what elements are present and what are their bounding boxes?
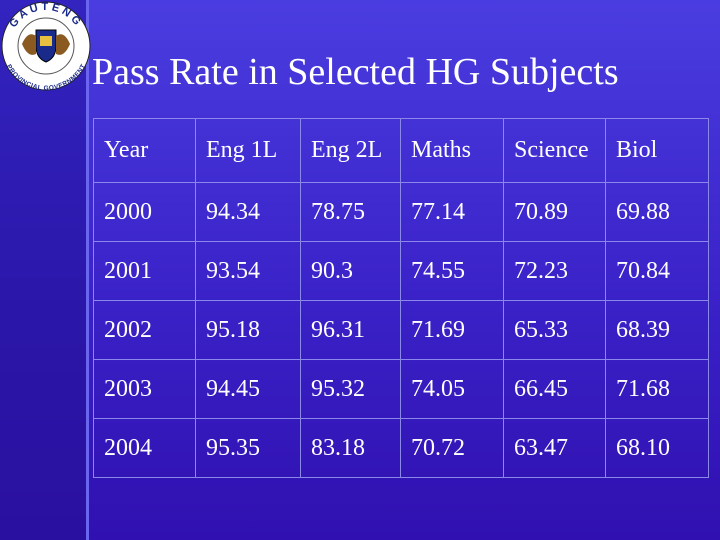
cell: 2003: [93, 359, 196, 419]
cell: 66.45: [503, 359, 606, 419]
cell: 95.32: [300, 359, 401, 419]
data-row: 2002 95.18 96.31 71.69 65.33 68.39: [93, 300, 709, 360]
cell: 77.14: [400, 182, 504, 242]
cell: 70.89: [503, 182, 606, 242]
slide-title: Pass Rate in Selected HG Subjects: [92, 51, 619, 93]
cell: 74.05: [400, 359, 504, 419]
pass-rate-table: Year Eng 1L Eng 2L Maths Science Biol 2000 94.3…: [93, 118, 709, 478]
cell: 2004: [93, 418, 196, 478]
cell: 90.3: [300, 241, 401, 301]
cell: 71.68: [605, 359, 709, 419]
cell: 71.69: [400, 300, 504, 360]
header-cell: Eng 2L: [300, 118, 401, 183]
header-cell: Maths: [400, 118, 504, 183]
header-cell: Eng 1L: [195, 118, 301, 183]
cell: 2001: [93, 241, 196, 301]
cell: 95.35: [195, 418, 301, 478]
cell: 93.54: [195, 241, 301, 301]
cell: 70.72: [400, 418, 504, 478]
header-cell: Year: [93, 118, 196, 183]
data-row: 2004 95.35 83.18 70.72 63.47 68.10: [93, 418, 709, 478]
cell: 63.47: [503, 418, 606, 478]
data-row: 2003 94.45 95.32 74.05 66.45 71.68: [93, 359, 709, 419]
cell: 83.18: [300, 418, 401, 478]
cell: 2002: [93, 300, 196, 360]
cell: 94.45: [195, 359, 301, 419]
cell: 94.34: [195, 182, 301, 242]
header-row: Year Eng 1L Eng 2L Maths Science Biol: [93, 118, 709, 183]
cell: 70.84: [605, 241, 709, 301]
logo: GAUTENG PROVINCIAL GOVERNMENT: [1, 1, 91, 92]
data-row: 2001 93.54 90.3 74.55 72.23 70.84: [93, 241, 709, 301]
header-cell: Science: [503, 118, 606, 183]
header-cell: Biol: [605, 118, 709, 183]
cell: 65.33: [503, 300, 606, 360]
cell: 96.31: [300, 300, 401, 360]
cell: 72.23: [503, 241, 606, 301]
cell: 74.55: [400, 241, 504, 301]
cell: 2000: [93, 182, 196, 242]
cell: 78.75: [300, 182, 401, 242]
cell: 95.18: [195, 300, 301, 360]
data-row: 2000 94.34 78.75 77.14 70.89 69.88: [93, 182, 709, 242]
cell: 68.39: [605, 300, 709, 360]
cell: 68.10: [605, 418, 709, 478]
cell: 69.88: [605, 182, 709, 242]
